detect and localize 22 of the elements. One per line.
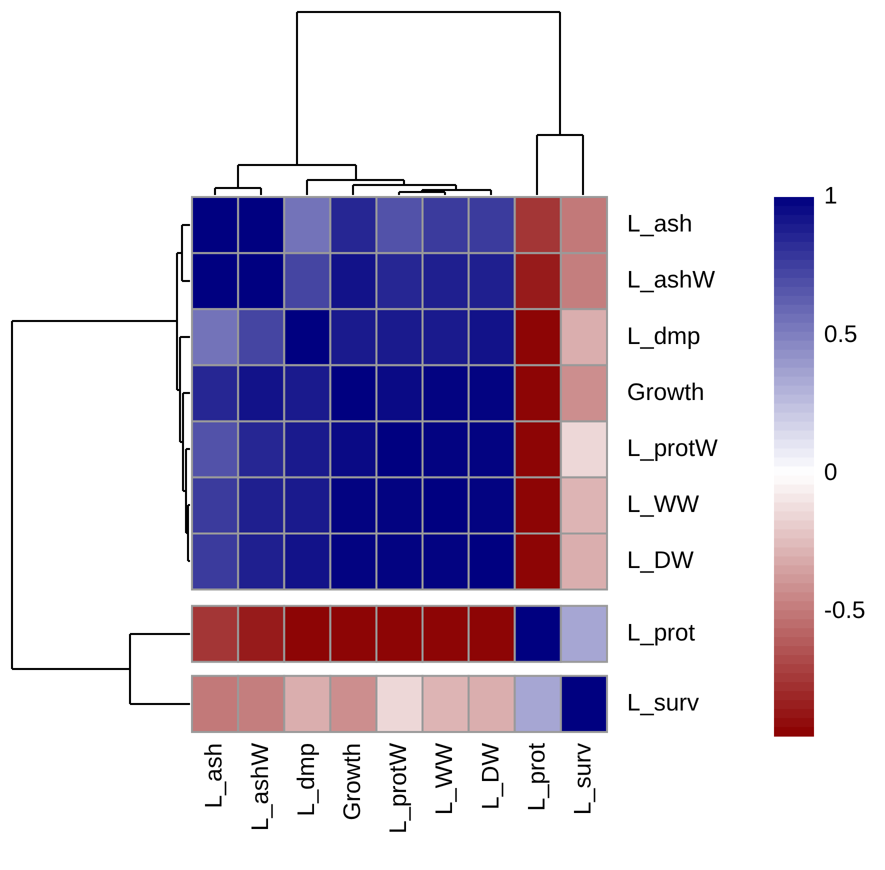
x-tick-label: L_prot [523, 742, 550, 812]
y-tick-label: L_prot [627, 619, 696, 646]
y-tick-label: L_DW [627, 547, 694, 574]
x-tick-label: L_ashW [246, 742, 274, 832]
x-tick-label: L_ash [200, 743, 228, 808]
y-tick-label: L_dmp [627, 322, 700, 350]
y-tick-label: Growth [627, 378, 704, 406]
y-tick-label: L_WW [627, 491, 700, 518]
x-tick-label: L_surv [570, 743, 597, 816]
x-tick-label: L_DW [477, 742, 504, 810]
x-tick-label: L_dmp [292, 743, 320, 816]
color-bar-label: 0.5 [824, 320, 858, 348]
y-tick-label: L_ash [627, 210, 692, 238]
color-bar-label: 0 [824, 459, 838, 486]
color-bar-label: 1 [824, 182, 838, 210]
x-tick-label: L_WW [431, 742, 458, 815]
x-tick-label: L_protW [385, 742, 412, 834]
color-bar-label: -0.5 [824, 597, 866, 624]
y-tick-label: L_surv [627, 690, 700, 717]
y-tick-label: L_protW [627, 434, 718, 462]
x-tick-label: Growth [339, 743, 366, 820]
y-tick-label: L_ashW [627, 266, 716, 294]
